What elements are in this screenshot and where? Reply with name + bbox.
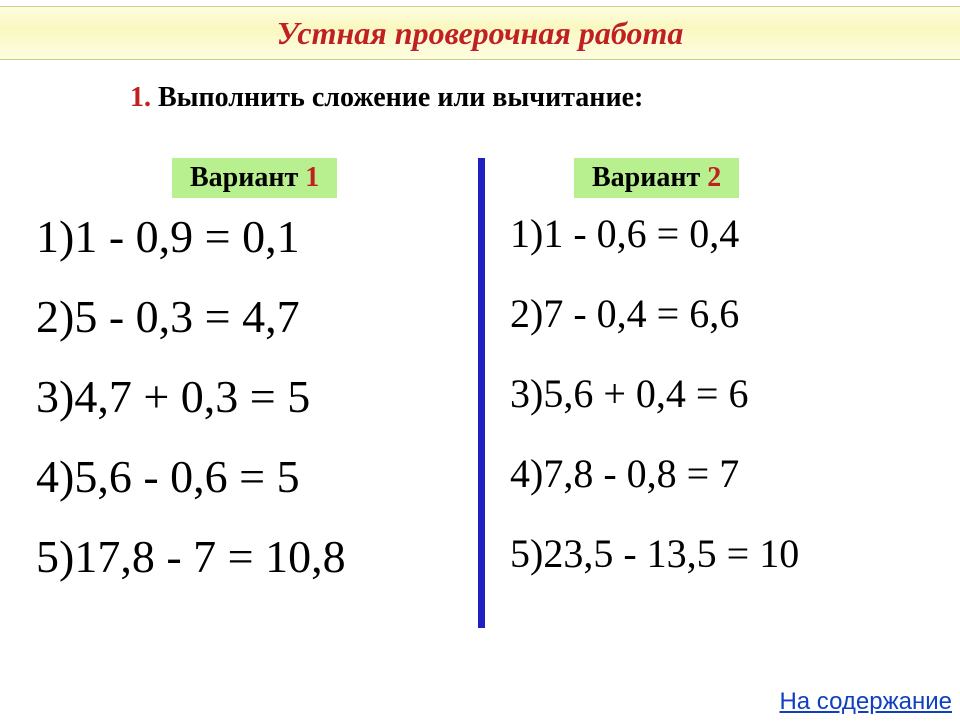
eq-a: 17,8 xyxy=(74,531,155,582)
eq-op: - xyxy=(109,214,124,260)
eq-a: 5 xyxy=(74,291,97,342)
task-text: Выполнить сложение или вычитание: xyxy=(158,82,643,113)
variant-2-number: 2 xyxy=(707,162,721,193)
eq-op: - xyxy=(603,454,616,494)
eq-answer: 0,1 xyxy=(242,214,300,260)
eq-b: 0,9 xyxy=(136,211,194,262)
equation: 4)5,6 - 0,6 = 5 xyxy=(36,454,346,500)
eq-index: 3) xyxy=(36,371,74,422)
title-bar: Устная проверочная работа xyxy=(0,6,960,60)
eq-b: 0,4 xyxy=(636,371,686,416)
eq-b: 13,5 xyxy=(647,531,717,576)
variant-1-prefix: Вариант xyxy=(190,162,305,193)
eq-answer: 10,8 xyxy=(265,534,346,580)
eq-b: 0,6 xyxy=(170,451,228,502)
eq-op: - xyxy=(109,294,124,340)
variant-2-column: 1)1 - 0,6 = 0,4 2)7 - 0,4 = 6,6 3)5,6 + … xyxy=(510,214,799,614)
eq-a: 23,5 xyxy=(543,531,613,576)
eq-a: 4,7 xyxy=(74,371,132,422)
eq-answer: 5 xyxy=(287,374,310,420)
eq-op: - xyxy=(623,534,636,574)
eq-a: 7,8 xyxy=(543,451,593,496)
contents-link[interactable]: На содержание xyxy=(779,688,952,716)
eq-b: 0,8 xyxy=(627,451,677,496)
equation: 5)17,8 - 7 = 10,8 xyxy=(36,534,346,580)
eq-answer: 6 xyxy=(728,374,748,414)
eq-a: 7 xyxy=(543,291,563,336)
variant-1-label: Вариант 1 xyxy=(172,158,337,198)
task-line: 1. Выполнить сложение или вычитание: xyxy=(130,82,960,114)
variant-1-column: 1)1 - 0,9 = 0,1 2)5 - 0,3 = 4,7 3)4,7 + … xyxy=(36,214,346,614)
equation: 1)1 - 0,9 = 0,1 xyxy=(36,214,346,260)
eq-a: 1 xyxy=(74,211,97,262)
eq-index: 5) xyxy=(510,531,543,576)
variant-2-label: Вариант 2 xyxy=(574,158,739,198)
eq-index: 2) xyxy=(36,291,74,342)
eq-answer: 7 xyxy=(719,454,739,494)
equation: 5)23,5 - 13,5 = 10 xyxy=(510,534,799,574)
variant-1-number: 1 xyxy=(305,162,319,193)
eq-index: 1) xyxy=(510,211,543,256)
eq-answer: 5 xyxy=(277,454,300,500)
eq-a: 5,6 xyxy=(543,371,593,416)
equation: 2)7 - 0,4 = 6,6 xyxy=(510,294,799,334)
eq-index: 5) xyxy=(36,531,74,582)
task-number: 1. xyxy=(130,82,151,113)
equation: 3)5,6 + 0,4 = 6 xyxy=(510,374,799,414)
eq-op: - xyxy=(166,534,181,580)
eq-index: 4) xyxy=(36,451,74,502)
equation: 1)1 - 0,6 = 0,4 xyxy=(510,214,799,254)
eq-a: 5,6 xyxy=(74,451,132,502)
eq-b: 0,6 xyxy=(597,211,647,256)
eq-index: 3) xyxy=(510,371,543,416)
eq-op: + xyxy=(603,374,626,414)
eq-op: - xyxy=(573,214,586,254)
eq-index: 1) xyxy=(36,211,74,262)
eq-index: 2) xyxy=(510,291,543,336)
eq-index: 4) xyxy=(510,451,543,496)
eq-answer: 4,7 xyxy=(242,294,300,340)
eq-answer: 0,4 xyxy=(689,214,739,254)
equation: 4)7,8 - 0,8 = 7 xyxy=(510,454,799,494)
equation: 3)4,7 + 0,3 = 5 xyxy=(36,374,346,420)
eq-answer: 10 xyxy=(759,534,799,574)
eq-op: - xyxy=(573,294,586,334)
eq-b: 0,3 xyxy=(181,371,239,422)
eq-b: 0,4 xyxy=(597,291,647,336)
equation: 2)5 - 0,3 = 4,7 xyxy=(36,294,346,340)
eq-op: - xyxy=(143,454,158,500)
eq-a: 1 xyxy=(543,211,563,256)
column-divider xyxy=(478,158,485,628)
eq-answer: 6,6 xyxy=(689,294,739,334)
eq-b: 0,3 xyxy=(136,291,194,342)
page-title: Устная проверочная работа xyxy=(277,15,684,52)
eq-b: 7 xyxy=(193,531,216,582)
variant-2-prefix: Вариант xyxy=(592,162,707,193)
eq-op: + xyxy=(143,374,169,420)
